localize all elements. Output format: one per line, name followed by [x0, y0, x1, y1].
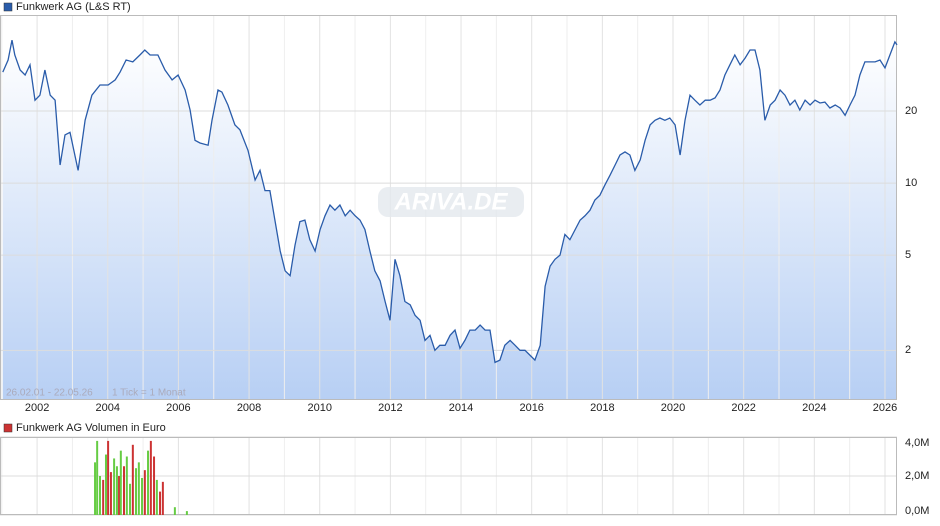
- x-tick-label: 2022: [731, 402, 755, 414]
- bar: [149, 440, 152, 515]
- x-tick-label: 2016: [519, 402, 543, 414]
- x-tick-label: 2010: [307, 402, 331, 414]
- bar: [119, 450, 122, 515]
- bar: [113, 458, 116, 515]
- bar: [123, 466, 126, 515]
- y-tick-label: 10: [905, 177, 917, 189]
- legend-swatch: [3, 2, 13, 12]
- bar: [96, 440, 99, 515]
- x-tick-label: 2024: [802, 402, 826, 414]
- watermark: ARIVA.DE: [394, 188, 509, 215]
- bar: [161, 481, 164, 515]
- bar: [135, 468, 138, 515]
- x-tick-label: 2008: [237, 402, 261, 414]
- bar: [159, 491, 162, 515]
- bar: [131, 444, 134, 515]
- date-range: 26.02.01 - 22.05.26: [6, 388, 93, 399]
- bar: [94, 462, 97, 515]
- bar: [173, 507, 176, 515]
- bar: [115, 466, 118, 515]
- x-tick-label: 2018: [590, 402, 614, 414]
- bar: [147, 450, 150, 515]
- watermark-box: [378, 187, 524, 217]
- bar: [185, 511, 188, 515]
- x-tick-label: 2004: [96, 402, 120, 414]
- y-tick-label: 0,0M: [905, 505, 929, 517]
- line: [2, 39, 898, 364]
- y-tick-label: 2: [905, 344, 911, 356]
- x-tick-label: 2006: [166, 402, 190, 414]
- bar: [104, 454, 107, 515]
- bar: [137, 462, 140, 515]
- bar: [118, 476, 121, 515]
- legend-label: Funkwerk AG (L&S RT): [16, 1, 131, 13]
- bar: [129, 483, 132, 515]
- legend-swatch: [3, 423, 13, 433]
- x-tick-label: 2002: [25, 402, 49, 414]
- x-tick-label: 2026: [873, 402, 897, 414]
- tick-note: 1 Tick = 1 Monat: [112, 388, 186, 399]
- bar: [155, 479, 158, 515]
- bar: [141, 477, 144, 515]
- bar: [109, 472, 112, 515]
- bar: [98, 476, 101, 515]
- bar: [125, 456, 128, 515]
- x-tick-label: 2014: [449, 402, 473, 414]
- y-tick-label: 4,0M: [905, 437, 929, 449]
- y-tick-label: 5: [905, 249, 911, 261]
- plot-frame: [0, 15, 897, 400]
- legend-label: Funkwerk AG Volumen in Euro: [16, 422, 166, 434]
- bar: [107, 440, 110, 515]
- y-tick-label: 2,0M: [905, 470, 929, 482]
- x-tick-label: 2012: [378, 402, 402, 414]
- y-tick-label: 20: [905, 105, 917, 117]
- bar: [143, 470, 146, 515]
- x-tick-label: 2020: [661, 402, 685, 414]
- bar: [102, 479, 105, 515]
- bar: [153, 456, 156, 515]
- plot-frame: [0, 437, 897, 515]
